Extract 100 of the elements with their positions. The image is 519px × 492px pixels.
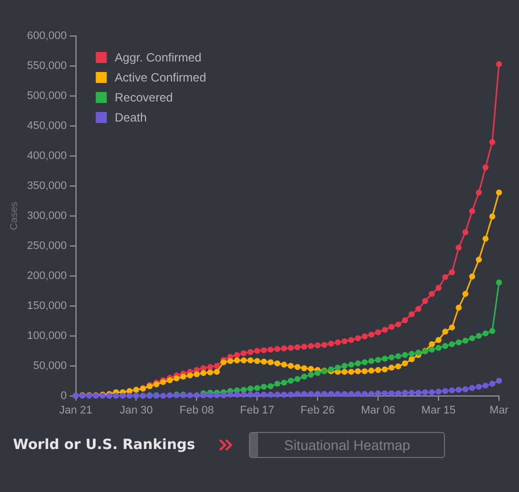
point	[214, 362, 220, 369]
point	[354, 360, 361, 366]
point	[368, 358, 374, 364]
x-tick-label: Feb 26	[300, 404, 335, 416]
point	[442, 274, 448, 280]
point	[442, 343, 448, 350]
point	[375, 329, 382, 336]
point	[388, 324, 395, 330]
point	[476, 332, 482, 339]
x-tick-label: Jan 30	[120, 404, 153, 416]
y-tick-label: 150,000	[26, 300, 67, 312]
point	[274, 380, 280, 387]
point	[402, 317, 408, 324]
x-tick-label: Feb 08	[180, 404, 214, 416]
point	[448, 341, 455, 348]
point	[482, 330, 489, 336]
point	[321, 342, 328, 348]
point	[334, 364, 341, 371]
point	[314, 342, 321, 348]
y-tick-label: 350,000	[26, 180, 67, 192]
y-tick-label: 200,000	[26, 270, 67, 282]
point	[288, 344, 294, 351]
point	[341, 362, 348, 369]
point	[489, 139, 496, 146]
point	[254, 385, 260, 392]
point	[308, 372, 314, 378]
point	[482, 164, 489, 170]
legend-label: Active Confirmed	[114, 70, 206, 84]
point	[274, 346, 280, 352]
point	[281, 345, 288, 352]
point	[456, 339, 462, 346]
x-tick-label: Feb 17	[240, 404, 274, 416]
legend-label: Death	[114, 110, 147, 124]
point	[348, 337, 354, 344]
point	[260, 384, 267, 390]
point	[428, 290, 435, 297]
x-tick-label: Mar 15	[421, 404, 456, 416]
point	[308, 343, 314, 350]
y-axis-title: Cases	[8, 202, 20, 230]
point	[408, 350, 415, 357]
point	[395, 321, 402, 328]
point	[254, 348, 260, 354]
point	[382, 356, 388, 362]
y-tick-label: 300,000	[26, 210, 67, 222]
y-tick-label: 250,000	[26, 240, 67, 252]
point	[301, 344, 308, 350]
point	[422, 298, 428, 304]
x-tick-label: Mar 06	[360, 404, 396, 416]
point	[247, 386, 254, 392]
point	[428, 346, 435, 353]
x-tick-label: Jan 21	[59, 404, 92, 416]
point	[268, 383, 274, 390]
point	[408, 311, 415, 318]
point	[462, 229, 468, 236]
y-tick-label: 0	[60, 390, 67, 402]
point	[415, 350, 422, 356]
point	[348, 362, 354, 368]
point	[207, 364, 214, 370]
point	[260, 347, 267, 354]
point	[234, 352, 240, 358]
point	[469, 208, 476, 214]
point	[496, 61, 502, 68]
y-tick-label: 500,000	[26, 90, 67, 102]
point	[462, 338, 468, 344]
point	[362, 333, 368, 340]
point	[281, 380, 288, 386]
y-tick-label: 450,000	[26, 120, 67, 132]
point	[288, 378, 294, 384]
point	[395, 353, 402, 360]
y-tick-label: 550,000	[26, 60, 67, 72]
point	[334, 339, 341, 346]
point	[436, 344, 442, 351]
point	[268, 346, 274, 353]
point	[294, 376, 300, 382]
point	[301, 374, 308, 380]
point	[247, 349, 254, 356]
y-tick-label: 50,000	[33, 360, 67, 372]
y-tick-label: 600,000	[26, 30, 67, 42]
point	[448, 269, 455, 276]
legend-label: Aggr. Confirmed	[114, 50, 202, 64]
point	[354, 335, 361, 342]
point	[382, 326, 388, 333]
y-tick-label: 400,000	[26, 150, 67, 162]
text: World or U.S. Rankings	[13, 437, 196, 453]
point	[375, 356, 382, 363]
point	[328, 340, 334, 347]
point	[496, 279, 502, 286]
point	[388, 354, 395, 360]
toggle-button: Situational Heatmap	[249, 432, 446, 458]
point	[456, 244, 462, 251]
point	[341, 338, 348, 344]
y-tick-label: 100,000	[26, 330, 67, 342]
point	[415, 306, 422, 312]
point	[469, 335, 476, 342]
point	[476, 190, 482, 196]
point	[362, 359, 368, 366]
x-tick-label: Mar	[490, 404, 509, 416]
point	[314, 370, 321, 376]
point	[368, 332, 374, 338]
point	[240, 350, 247, 356]
